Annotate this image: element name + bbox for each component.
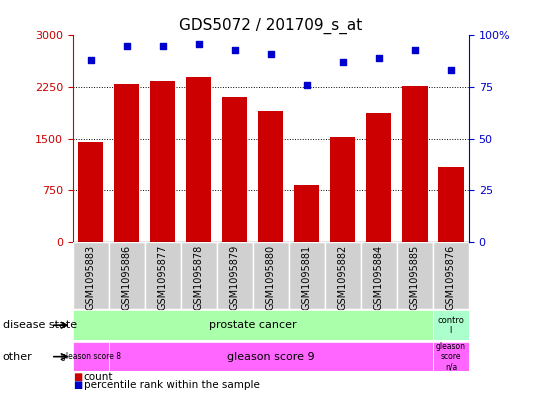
Bar [222, 97, 247, 242]
FancyBboxPatch shape [325, 242, 361, 309]
Point [338, 59, 347, 65]
Bar [433, 342, 469, 371]
Text: gleason score 9: gleason score 9 [227, 352, 315, 362]
FancyBboxPatch shape [109, 242, 145, 309]
Text: GSM1095882: GSM1095882 [338, 245, 348, 310]
Bar [402, 86, 427, 242]
FancyBboxPatch shape [253, 242, 289, 309]
Text: ■: ■ [73, 380, 82, 390]
Bar [73, 342, 109, 371]
Point [447, 67, 455, 73]
Point [267, 51, 275, 57]
FancyBboxPatch shape [181, 242, 217, 309]
Text: GSM1095876: GSM1095876 [446, 245, 456, 310]
Point [158, 42, 167, 49]
Bar [109, 342, 433, 371]
FancyBboxPatch shape [433, 242, 469, 309]
Point [231, 47, 239, 53]
Title: GDS5072 / 201709_s_at: GDS5072 / 201709_s_at [179, 18, 362, 34]
Text: percentile rank within the sample: percentile rank within the sample [84, 380, 259, 390]
Text: other: other [3, 352, 32, 362]
Bar [186, 77, 211, 242]
FancyBboxPatch shape [217, 242, 253, 309]
FancyBboxPatch shape [397, 242, 433, 309]
Text: count: count [84, 372, 113, 382]
FancyBboxPatch shape [361, 242, 397, 309]
Bar [78, 142, 103, 242]
Bar [438, 167, 464, 242]
Text: gleason score 8: gleason score 8 [61, 352, 121, 361]
FancyBboxPatch shape [289, 242, 325, 309]
Text: GSM1095885: GSM1095885 [410, 245, 420, 310]
Point [86, 57, 95, 63]
Point [411, 47, 419, 53]
Bar [367, 113, 391, 242]
Text: prostate cancer: prostate cancer [209, 320, 296, 330]
Point [195, 40, 203, 47]
Bar [330, 137, 356, 242]
Bar [114, 83, 140, 242]
Bar [150, 81, 175, 242]
Bar [294, 185, 320, 242]
Point [375, 55, 383, 61]
Point [122, 42, 131, 49]
Text: GSM1095886: GSM1095886 [122, 245, 132, 310]
Bar [433, 310, 469, 340]
Text: contro
l: contro l [438, 316, 465, 335]
Text: GSM1095884: GSM1095884 [374, 245, 384, 310]
Text: GSM1095881: GSM1095881 [302, 245, 312, 310]
FancyBboxPatch shape [145, 242, 181, 309]
Bar [258, 111, 284, 242]
Text: GSM1095879: GSM1095879 [230, 245, 240, 310]
Text: GSM1095883: GSM1095883 [86, 245, 96, 310]
Text: gleason
score
n/a: gleason score n/a [436, 342, 466, 371]
FancyBboxPatch shape [73, 242, 109, 309]
Point [302, 82, 311, 88]
Text: disease state: disease state [3, 320, 77, 330]
Text: GSM1095878: GSM1095878 [194, 245, 204, 310]
Text: ■: ■ [73, 372, 82, 382]
Text: GSM1095880: GSM1095880 [266, 245, 276, 310]
Text: GSM1095877: GSM1095877 [158, 245, 168, 310]
